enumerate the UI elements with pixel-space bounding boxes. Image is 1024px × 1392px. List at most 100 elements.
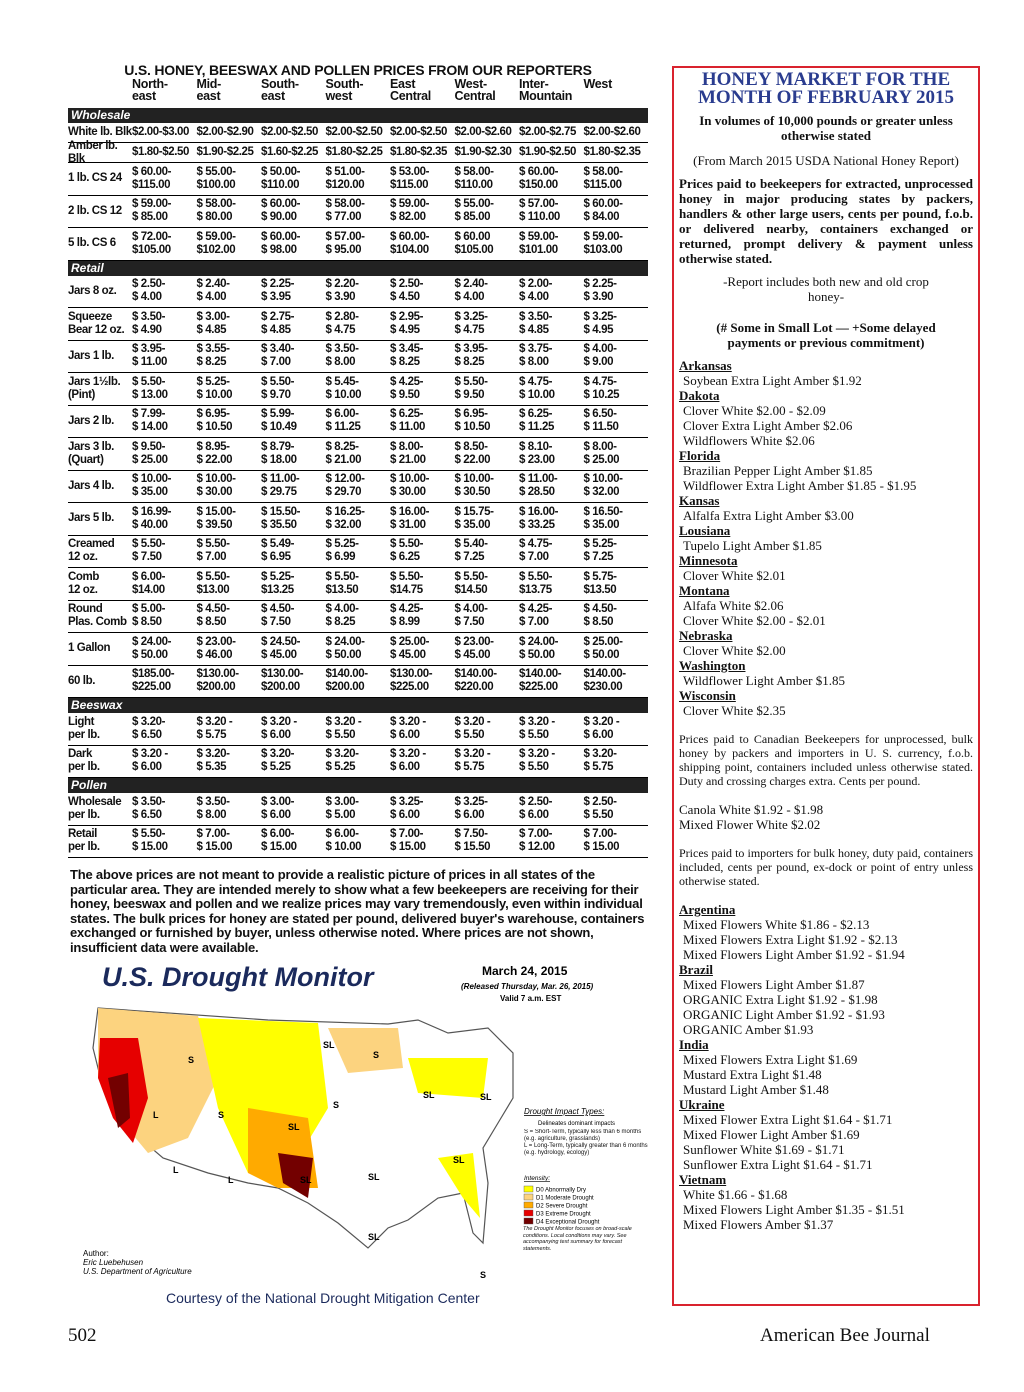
price-cell: $ 4.50- $ 8.50 xyxy=(583,603,617,629)
row-label: 5 lb. CS 6 xyxy=(68,237,116,250)
legend-levels: D0 Abnormally Dry D1 Moderate Drought D2 S… xyxy=(523,1185,600,1226)
price-cell: $ 24.00- $ 50.00 xyxy=(325,635,365,661)
row-label: Round Plas. Comb xyxy=(68,603,127,629)
price-cell: $2.00-$2.60 xyxy=(583,126,641,138)
level-swatch xyxy=(523,1201,534,1209)
price-cell: $ 2.00- $ 4.00 xyxy=(519,278,553,304)
row-label: White lb. Blk xyxy=(68,126,132,138)
price-item: Wildflower Extra Light Amber $1.85 - $1.… xyxy=(683,478,917,493)
map-label: SL xyxy=(300,1175,312,1185)
price-cell: $ 3.00- $ 4.85 xyxy=(196,310,230,336)
row-label: 1 Gallon xyxy=(68,642,111,655)
price-item: Mustard Extra Light $1.48 xyxy=(683,1067,822,1082)
price-cell: $ 5.99- $ 10.49 xyxy=(261,408,297,434)
price-cell: $ 7.50- $ 15.50 xyxy=(454,828,491,854)
price-cell: $ 6.95- $ 10.50 xyxy=(454,408,491,434)
author: Eric Luebehusen xyxy=(83,1258,144,1267)
table-row: Creamed 12 oz. $ 5.50- $ 7.50 $ 5.50- $ 7.… xyxy=(68,536,648,568)
group-heading: Brazil xyxy=(679,962,713,977)
map-label: SL xyxy=(288,1122,300,1132)
price-cell: $ 3.25- $ 6.00 xyxy=(454,795,488,821)
price-cell: $ 55.00- $ 85.00 xyxy=(454,198,494,224)
group-heading: India xyxy=(679,1037,709,1052)
row-label: Jars 3 lb. (Quart) xyxy=(68,440,114,466)
price-cell: $1.90-$2.25 xyxy=(196,146,254,158)
price-cell: $ 23.00- $ 46.00 xyxy=(196,635,236,661)
row-label: 2 lb. CS 12 xyxy=(68,204,122,217)
price-cell: $ 25.00- $ 50.00 xyxy=(583,635,623,661)
table-row: Jars 5 lb. $ 16.99- $ 40.00 $ 15.00- $ 39.… xyxy=(68,503,648,536)
price-item: Mixed Flower Extra Light $1.64 - $1.71 xyxy=(683,1112,893,1127)
price-cell: $ 57.00- $ 110.00 xyxy=(519,198,560,224)
price-cell: $ 3.55- $ 8.25 xyxy=(196,343,230,369)
price-cell: $ 3.20 - $ 6.00 xyxy=(132,748,168,774)
price-item: Mixed Flowers White $1.86 - $2.13 xyxy=(683,917,870,932)
agency: U.S. Department of Agriculture xyxy=(83,1267,192,1276)
page-number: 502 xyxy=(68,1325,97,1346)
price-cell: $ 3.20 - $ 6.00 xyxy=(583,715,620,741)
state-list: Arkansas Soybean Extra Light Amber $1.92 D… xyxy=(679,358,973,718)
price-cell: $ 2.25- $ 3.95 xyxy=(261,278,295,304)
disclaimer-text: The Drought Monitor focuses on broad-sca… xyxy=(523,1226,632,1252)
row-label: 1 lb. CS 24 xyxy=(68,172,122,185)
price-cell: $ 7.00- $ 12.00 xyxy=(519,828,555,854)
price-cell: $1.90-$2.50 xyxy=(519,146,576,158)
author-label: Author: xyxy=(83,1249,109,1258)
price-item: ORGANIC Light Amber $1.92 - $1.93 xyxy=(683,1007,885,1022)
price-cell: $ 57.00- $ 95.00 xyxy=(325,230,365,256)
price-cell: $2.00-$2.50 xyxy=(325,126,383,138)
price-cell: $ 59.00- $101.00 xyxy=(519,230,558,256)
column-header: South- east xyxy=(261,77,299,103)
price-cell: $ 59.00- $103.00 xyxy=(583,230,623,256)
table-title: U.S. HONEY, BEESWAX AND POLLEN PRICES FR… xyxy=(124,62,592,78)
price-cell: $ 5.50- $ 15.00 xyxy=(132,828,168,854)
price-cell: $ 5.50- $ 13.00 xyxy=(132,375,168,401)
price-item: Mixed Flowers Light Amber $1.35 - $1.51 xyxy=(683,1202,905,1217)
price-cell: $ 15.00- $ 39.50 xyxy=(196,505,236,531)
price-cell: $ 5.50- $14.50 xyxy=(454,570,488,596)
group-heading: Argentina xyxy=(679,902,736,917)
row-label: Jars 1½lb. (Pint) xyxy=(68,375,121,401)
legend-impact-text: S = Short-Term, typically less than 6 mo… xyxy=(524,1129,649,1157)
table-row: Jars 4 lb. $ 10.00- $ 35.00 $ 10.00- $ 30.… xyxy=(68,471,648,503)
row-label: Wholesale per lb. xyxy=(68,795,122,821)
price-cell: $ 5.25- $ 7.25 xyxy=(583,538,617,564)
price-cell: $ 3.25- $ 6.00 xyxy=(390,795,424,821)
price-item: Alfafa White $2.06 xyxy=(683,598,784,613)
price-item: Wildflower Light Amber $1.85 xyxy=(683,673,845,688)
table-row: Jars 3 lb. (Quart) $ 9.50- $ 25.00 $ 8.95-… xyxy=(68,438,648,471)
price-item: Mixed Flowers Extra Light $1.69 xyxy=(683,1052,858,1067)
market-intro: Prices paid to beekeepers for extracted,… xyxy=(679,176,973,266)
price-cell: $ 5.40- $ 7.25 xyxy=(454,538,488,564)
table-row: Wholesale per lb. $ 3.50- $ 6.50 $ 3.50- $… xyxy=(68,793,648,826)
price-cell: $ 4.00- $ 8.25 xyxy=(325,603,359,629)
price-cell: $ 4.25- $ 8.99 xyxy=(390,603,424,629)
level-label: D2 Severe Drought xyxy=(536,1204,588,1210)
price-item: Clover White $2.35 xyxy=(683,703,786,718)
price-cell: $ 3.20 - $ 5.50 xyxy=(454,715,491,741)
row-label: Dark per lb. xyxy=(68,748,100,774)
table-row: Round Plas. Comb $ 5.00- $ 8.50 $ 4.50- $ … xyxy=(68,601,648,633)
price-cell: $ 5.50- $13.00 xyxy=(196,570,230,596)
price-cell: $ 72.00- $105.00 xyxy=(132,230,171,256)
price-cell: $ 3.50- $ 4.85 xyxy=(519,310,553,336)
table-note: The above prices are not meant to provid… xyxy=(70,867,645,955)
price-cell: $ 60.00- $ 90.00 xyxy=(261,198,300,224)
price-cell: $ 5.50- $13.50 xyxy=(325,570,359,596)
column-header: South- west xyxy=(325,77,364,103)
map-date: March 24, 2015 xyxy=(482,964,568,978)
price-cell: $1.80-$2.50 xyxy=(132,146,189,158)
map-label: S xyxy=(218,1110,224,1120)
price-cell: $ 5.50- $ 9.50 xyxy=(454,375,488,401)
legend-s: S = Short-Term, typically less than 6 mo… xyxy=(524,1129,642,1142)
price-cell: $ 3.50- $ 8.00 xyxy=(196,795,230,821)
market-title: HONEY MARKET FOR THE MONTH OF FEBRUARY 2… xyxy=(698,69,954,108)
price-item: Clover White $2.00 - $2.01 xyxy=(683,613,826,628)
price-cell: $1.80-$2.35 xyxy=(390,146,447,158)
price-cell: $ 2.80- $ 4.75 xyxy=(325,310,359,336)
group-heading: Montana xyxy=(679,583,730,598)
group-heading: Ukraine xyxy=(679,1097,725,1112)
row-label: Jars 5 lb. xyxy=(68,512,114,525)
price-cell: $ 6.95- $ 10.50 xyxy=(196,408,233,434)
